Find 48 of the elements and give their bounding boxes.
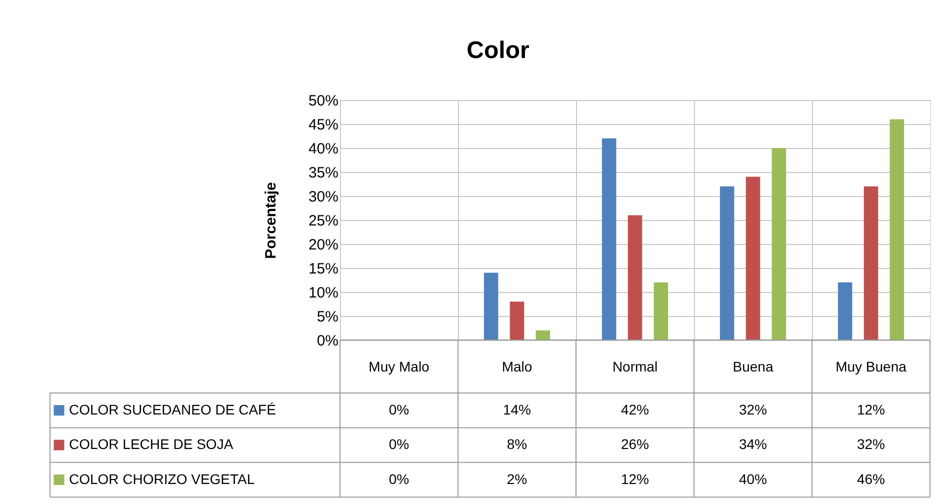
data-label: 0%: [388, 436, 410, 452]
y-tick-label: 20%: [308, 236, 338, 254]
data-label: 26%: [620, 436, 650, 452]
data-label: 34%: [738, 436, 768, 452]
x-tick-label: Muy Buena: [836, 358, 907, 374]
data-label: 32%: [856, 436, 886, 452]
chart-title: Color: [466, 37, 530, 64]
data-label: 12%: [620, 470, 650, 487]
bar: [890, 119, 904, 340]
x-tick-label: Buena: [732, 358, 774, 374]
y-tick-label: 45%: [308, 116, 338, 134]
data-label: 32%: [738, 401, 768, 418]
bar: [720, 186, 734, 340]
legend-label: COLOR SUCEDANEO DE CAFÉ: [69, 401, 276, 418]
y-axis-title: Porcentaje: [262, 182, 280, 259]
bar: [864, 186, 878, 340]
bar: [654, 282, 668, 340]
bar: [838, 282, 852, 340]
x-tick-label: Muy Malo: [368, 358, 430, 374]
y-tick-label: 35%: [308, 164, 338, 182]
data-label: 12%: [856, 401, 886, 418]
y-tick-label: 5%: [316, 308, 338, 326]
y-tick-label: 10%: [308, 284, 338, 302]
y-tick-label: 40%: [308, 140, 338, 158]
data-label: 0%: [388, 401, 410, 418]
legend-label: COLOR CHORIZO VEGETAL: [69, 470, 255, 487]
data-label: 14%: [502, 401, 532, 418]
data-label: 40%: [738, 470, 768, 487]
legend-label: COLOR LECHE DE SOJA: [69, 436, 234, 452]
data-label: 0%: [388, 470, 410, 487]
data-label: 8%: [506, 436, 528, 452]
bar: [602, 138, 616, 340]
bar: [772, 148, 786, 340]
y-tick-label: 50%: [308, 92, 338, 110]
bar: [746, 176, 760, 340]
data-label: 42%: [620, 401, 650, 418]
x-tick-label: Malo: [502, 358, 532, 374]
bar: [536, 330, 550, 340]
bar: [510, 302, 524, 340]
data-label: 2%: [506, 470, 528, 487]
bar: [628, 215, 642, 340]
y-tick-label: 30%: [308, 188, 338, 206]
y-tick-label: 25%: [308, 212, 338, 230]
y-tick-label: 0%: [316, 332, 338, 350]
x-tick-label: Normal: [612, 358, 658, 374]
y-tick-label: 15%: [308, 260, 338, 278]
bar: [484, 272, 498, 340]
data-label: 46%: [856, 470, 886, 487]
